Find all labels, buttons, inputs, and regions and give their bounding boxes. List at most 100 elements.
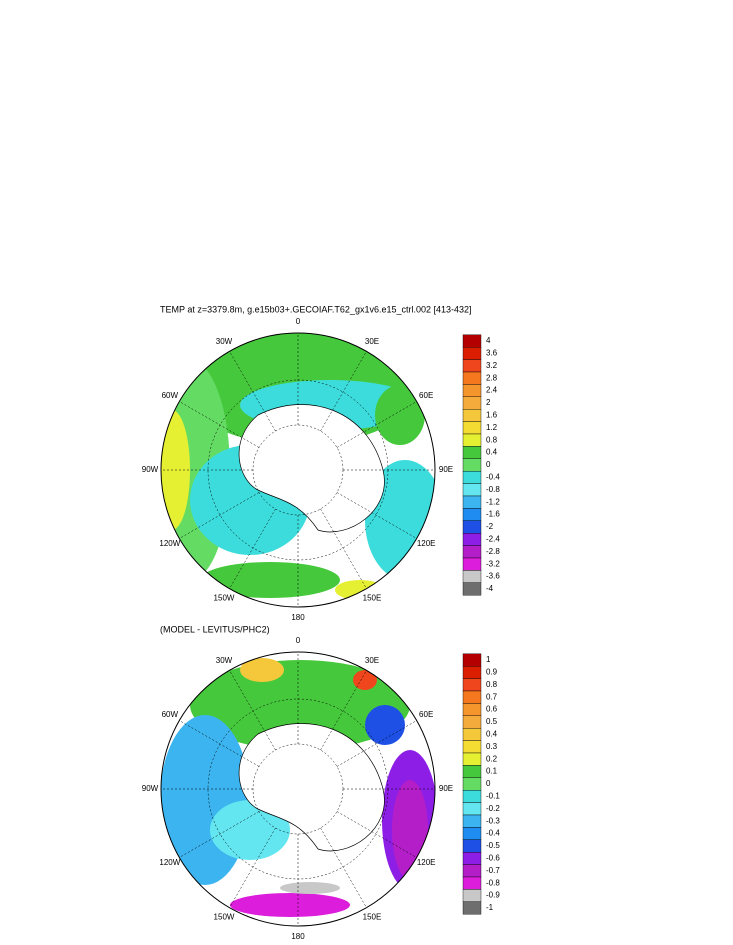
colorbar-label: -0.1 xyxy=(486,792,500,801)
colorbar-label: 1.2 xyxy=(486,423,498,432)
field-patch xyxy=(280,882,340,894)
colorbar-box xyxy=(462,666,482,679)
colorbar-label: 0.5 xyxy=(486,717,498,726)
colorbar-box xyxy=(462,827,482,841)
colorbar-box xyxy=(462,814,482,828)
colorbar-label: -0.3 xyxy=(486,816,500,825)
colorbar-box xyxy=(462,570,482,584)
field-patch xyxy=(210,800,290,860)
meridian xyxy=(336,811,417,858)
colorbar-label: -0.4 xyxy=(486,829,500,838)
colorbar-box xyxy=(462,545,482,559)
meridian xyxy=(229,827,276,908)
longitude-label: 30W xyxy=(216,656,233,665)
colorbar-box xyxy=(462,728,482,741)
longitude-label: 150E xyxy=(363,912,382,921)
longitude-label: 120E xyxy=(417,858,436,867)
colorbar-label: 0.8 xyxy=(486,680,498,689)
colorbar-label: -0.6 xyxy=(486,854,500,863)
colorbar-box xyxy=(462,839,482,853)
colorbar-label: 0 xyxy=(486,460,491,469)
colorbar-box xyxy=(462,495,482,509)
longitude-label: 30E xyxy=(365,656,379,665)
meridian xyxy=(179,720,260,767)
colorbar-label: 4 xyxy=(486,336,491,345)
longitude-label: 90W xyxy=(142,784,159,793)
longitude-label: 150W xyxy=(214,912,235,921)
colorbar-box xyxy=(462,752,482,766)
longitude-label: 150W xyxy=(214,593,235,602)
meridian xyxy=(336,720,417,767)
meridian xyxy=(229,351,276,432)
longitude-label: 120E xyxy=(417,539,436,548)
colorbar-label: 0.9 xyxy=(486,668,498,677)
colorbar-label: 0.3 xyxy=(486,742,498,751)
colorbar-box xyxy=(462,715,482,729)
colorbar-box xyxy=(462,384,482,397)
map-panel: (MODEL - LEVITUS/PHC2) 0 30E 60E 90E 120E 150E… xyxy=(142,624,501,941)
colorbar-box xyxy=(462,876,482,890)
colorbar-box xyxy=(462,852,482,865)
longitude-label: 90E xyxy=(439,465,453,474)
meridian xyxy=(320,827,367,908)
colorbar-box xyxy=(462,421,482,435)
meridian xyxy=(320,351,367,432)
map-border xyxy=(160,332,436,608)
colorbar-label: 0.8 xyxy=(486,435,498,444)
colorbar-label: -0.5 xyxy=(486,841,500,850)
longitude-label: 60E xyxy=(419,710,433,719)
colorbar-box xyxy=(462,889,482,903)
colorbar-box xyxy=(462,582,482,596)
field-patch xyxy=(200,562,340,598)
colorbar-box xyxy=(462,471,482,484)
colorbar-label: 1.6 xyxy=(486,411,498,420)
colorbar-label: -4 xyxy=(486,584,494,593)
longitude-label: 60W xyxy=(162,710,179,719)
colorbar-label: 0.7 xyxy=(486,692,498,701)
colorbar-box xyxy=(462,396,482,410)
colorbar-label: -1.2 xyxy=(486,497,500,506)
antarctica xyxy=(238,723,385,852)
colorbar-box xyxy=(462,790,482,803)
colorbar-label: 3.2 xyxy=(486,361,498,370)
colorbar-label: -1.6 xyxy=(486,510,500,519)
colorbar-box xyxy=(462,433,482,447)
colorbar-box xyxy=(462,557,482,571)
colorbar-box xyxy=(462,740,482,754)
field-patch xyxy=(230,893,350,917)
panel-title: TEMP at z=3379.8m, g.e15b03+.GECOIAF.T62… xyxy=(160,304,472,314)
colorbar-label: -1 xyxy=(486,903,494,912)
colorbar-box xyxy=(462,703,482,717)
longitude-label: 180 xyxy=(291,932,305,941)
colorbar-label: -0.8 xyxy=(486,878,500,887)
colorbar-box xyxy=(462,901,482,915)
colorbar-label: 0.2 xyxy=(486,754,498,763)
colorbar-label: 2.4 xyxy=(486,386,498,395)
colorbar-label: -0.2 xyxy=(486,804,500,813)
field xyxy=(161,333,435,607)
meridian xyxy=(179,811,260,858)
colorbar-label: 0.6 xyxy=(486,705,498,714)
longitude-label: 90W xyxy=(142,465,159,474)
colorbar-box xyxy=(462,458,482,472)
panel-title: (MODEL - LEVITUS/PHC2) xyxy=(160,624,270,634)
map-border xyxy=(160,651,436,927)
longitude-label: 180 xyxy=(291,613,305,622)
meridian xyxy=(320,508,367,589)
colorbar-box xyxy=(462,520,482,534)
colorbar-box xyxy=(462,371,482,385)
colorbar-label: 0.4 xyxy=(486,730,498,739)
longitude-label: 30E xyxy=(365,337,379,346)
colorbar-box xyxy=(462,508,482,521)
colorbar-label: -0.9 xyxy=(486,891,500,900)
colorbar-label: 0.4 xyxy=(486,448,498,457)
field-patch xyxy=(165,563,205,587)
colorbar-label: -0.7 xyxy=(486,866,500,875)
longitude-label: 150E xyxy=(363,593,382,602)
longitude-label: 120W xyxy=(159,539,180,548)
colorbar-box xyxy=(462,864,482,878)
meridian xyxy=(179,492,260,539)
colorbar-label: -2 xyxy=(486,522,494,531)
meridian xyxy=(336,492,417,539)
